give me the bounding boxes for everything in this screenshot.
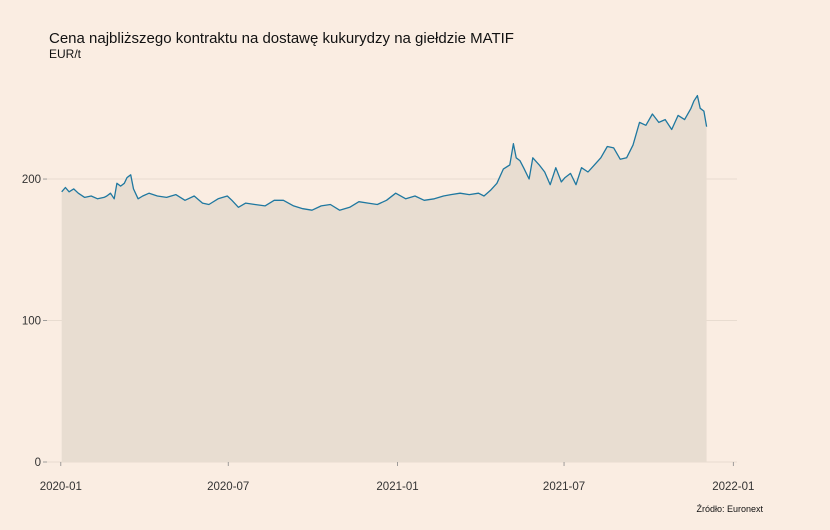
x-tick-label: 2021-07: [543, 481, 585, 493]
x-tick-label: 2020-07: [207, 481, 249, 493]
x-tick-label: 2021-01: [376, 481, 418, 493]
chart-title: Cena najbliższego kontraktu na dostawę k…: [49, 30, 514, 47]
y-axis: 0 100 200: [22, 174, 47, 469]
x-tick-label: 2020-01: [40, 481, 82, 493]
y-tick-label: 100: [22, 316, 41, 328]
y-tick-label: 0: [35, 457, 41, 469]
price-area: [61, 95, 707, 462]
chart-subtitle: EUR/t: [49, 47, 82, 61]
x-tick-label: 2022-01: [712, 481, 754, 493]
y-tick-label: 200: [22, 174, 41, 186]
x-axis: 2020-01 2020-07 2021-01 2021-07 2022-01: [40, 462, 754, 493]
price-line: [61, 94, 708, 211]
area-layer: [61, 94, 708, 462]
source-note: Źródło: Euronext: [696, 504, 763, 514]
